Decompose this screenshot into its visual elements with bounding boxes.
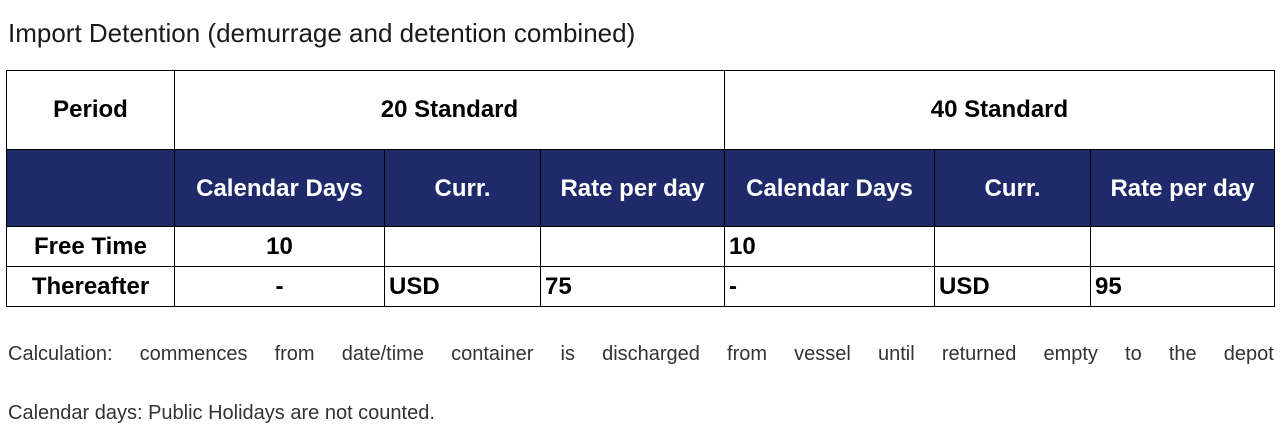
note-word: returned [941,343,1017,365]
thereafter-days-40: - [724,266,935,307]
detention-table: Period 20 Standard 40 Standard Calendar … [6,70,1275,307]
note-word: from [274,343,315,365]
note-word: until [878,343,915,365]
note-word: vessel [794,343,851,365]
group-header-20-standard: 20 Standard [174,70,725,150]
note-word: is [560,343,575,365]
note-word: empty [1043,343,1098,365]
subheader-rate-per-day-20: Rate per day [540,149,725,227]
page-title: Import Detention (demurrage and detentio… [8,18,636,48]
subheader-rate-per-day-40: Rate per day [1090,149,1275,227]
free-time-days-20: 10 [174,226,385,267]
calendar-days-note: Calendar days: Public Holidays are not c… [8,402,435,424]
free-time-currency-20 [384,226,541,267]
thereafter-rate-20: 75 [540,266,725,307]
table-row-thereafter: Thereafter - USD 75 - USD 95 [6,266,1275,307]
group-header-40-standard: 40 Standard [724,70,1275,150]
thereafter-currency-20: USD [384,266,541,307]
thereafter-currency-40: USD [934,266,1091,307]
thereafter-days-20: - [174,266,385,307]
note-word: depot [1223,343,1274,365]
free-time-currency-40 [934,226,1091,267]
note-word: discharged [602,343,700,365]
note-word: container [451,343,534,365]
note-word: Calculation: [8,343,113,365]
subheader-currency-20: Curr. [384,149,541,227]
subheader-calendar-days-20: Calendar Days [174,149,385,227]
row-label-thereafter: Thereafter [6,266,175,307]
row-label-free-time: Free Time [6,226,175,267]
free-time-rate-20 [540,226,725,267]
calculation-note: Calculation: commences from date/time contai… [8,343,1274,366]
note-word: to [1125,343,1142,365]
subheader-currency-40: Curr. [934,149,1091,227]
note-word: from [727,343,768,365]
subheader-row: Calendar Days Curr. Rate per day Calenda… [6,149,1275,227]
thereafter-rate-40: 95 [1090,266,1275,307]
subheader-calendar-days-40: Calendar Days [724,149,935,227]
table-row-free-time: Free Time 10 10 [6,226,1275,267]
note-word: the [1168,343,1197,365]
group-header-row: Period 20 Standard 40 Standard [6,70,1275,150]
subheader-blank [6,149,175,227]
note-word: date/time [341,343,424,365]
free-time-days-40: 10 [724,226,935,267]
note-word: commences [139,343,248,365]
period-header: Period [6,70,175,150]
free-time-rate-40 [1090,226,1275,267]
